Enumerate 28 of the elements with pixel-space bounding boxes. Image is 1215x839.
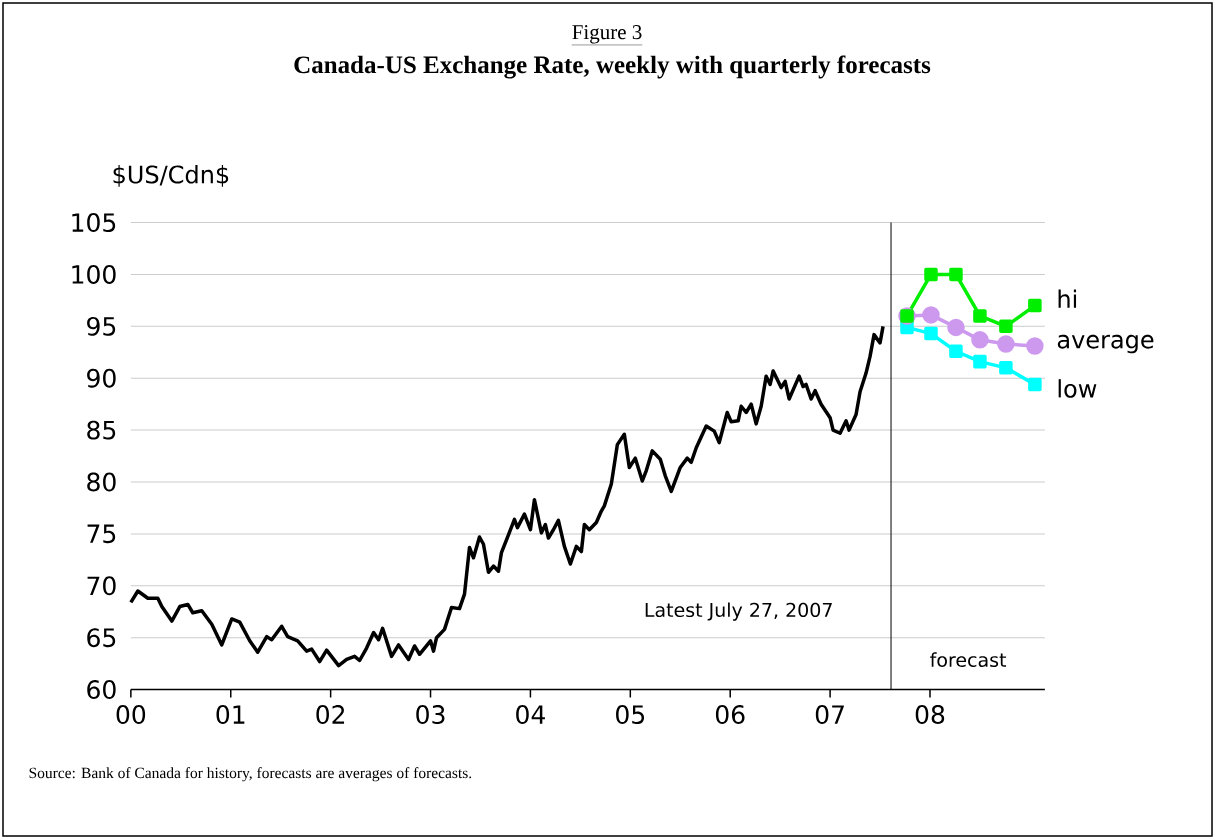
x-tick-label: 08 [915, 705, 945, 725]
chart-subtitle: Figure 3 [572, 25, 642, 44]
x-tick-label: 02 [316, 705, 345, 725]
series-label: average [1057, 334, 1154, 354]
y-tick-label: 105 [72, 213, 116, 233]
chart-title: Canada-US Exchange Rate, weekly with quarterly forecasts [294, 55, 931, 79]
y-tick-label: 80 [87, 472, 116, 492]
series-label: hi [1058, 289, 1077, 308]
x-tick-label: 01 [216, 705, 245, 725]
series-label: low [1058, 379, 1097, 398]
y-tick-label: 60 [87, 680, 116, 700]
y-tick-label: 95 [87, 316, 116, 336]
annotation: Latest July 27, 2007 [645, 602, 832, 621]
y-tick-label: 70 [87, 576, 116, 596]
x-tick-label: 00 [116, 705, 146, 725]
y-tick-label: 75 [87, 524, 116, 544]
x-tick-label: 04 [516, 705, 545, 725]
y-tick-label: 85 [87, 420, 116, 440]
annotation: forecast [930, 652, 1007, 668]
x-tick-label: 06 [715, 705, 745, 725]
y-tick-label: 100 [72, 265, 116, 284]
source-note: Source: Bank of Canada for history, forecasts are averages of forecasts. [29, 767, 472, 782]
x-tick-label: 03 [416, 705, 445, 725]
x-tick-label: 05 [616, 705, 645, 725]
y-axis-title: $US/Cdn$ [113, 164, 229, 187]
y-tick-label: 90 [87, 368, 116, 388]
x-tick-label: 07 [815, 705, 844, 725]
y-tick-label: 65 [87, 628, 116, 648]
